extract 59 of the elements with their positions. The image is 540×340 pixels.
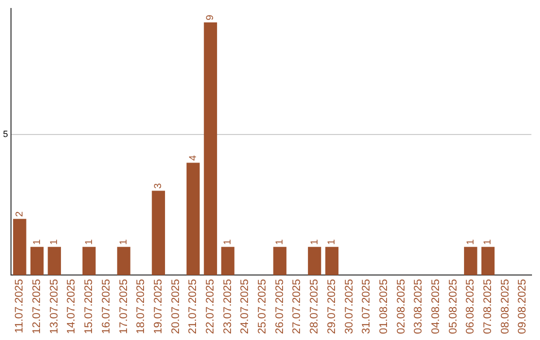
x-tick-label: 03.08.2025 bbox=[412, 278, 425, 334]
x-tick-label: 12.07.2025 bbox=[31, 278, 44, 334]
x-tick-label: 22.07.2025 bbox=[204, 278, 216, 334]
data-label: 1 bbox=[465, 238, 476, 245]
x-tick-label: 20.07.2025 bbox=[170, 278, 182, 334]
x-tick-label: 14.07.2025 bbox=[66, 278, 78, 334]
data-label: 1 bbox=[482, 238, 494, 245]
x-tick-label: 25.07.2025 bbox=[256, 278, 269, 334]
x-tick-label: 15.07.2025 bbox=[83, 278, 96, 334]
x-tick-label: 02.08.2025 bbox=[395, 278, 408, 334]
bar bbox=[13, 218, 26, 275]
data-label: 1 bbox=[49, 238, 60, 245]
bar bbox=[30, 246, 44, 275]
x-tick-label: 21.07.2025 bbox=[187, 278, 200, 334]
data-label: 2 bbox=[14, 210, 26, 217]
x-tick-label: 18.07.2025 bbox=[135, 278, 148, 334]
y-tick-label: 5 bbox=[2, 129, 8, 140]
data-label: 1 bbox=[274, 238, 286, 245]
bar bbox=[186, 162, 200, 275]
data-label: 3 bbox=[153, 182, 164, 189]
bar bbox=[152, 190, 166, 275]
x-tick-label: 31.07.2025 bbox=[360, 278, 373, 334]
bar bbox=[117, 246, 130, 275]
data-label: 1 bbox=[326, 238, 338, 245]
data-label: 1 bbox=[32, 238, 43, 245]
x-tick-label: 01.08.2025 bbox=[378, 278, 390, 334]
x-tick-label: 19.07.2025 bbox=[152, 278, 164, 334]
data-label: 9 bbox=[205, 14, 216, 20]
x-tick-label: 24.07.2025 bbox=[239, 278, 252, 334]
data-label: 1 bbox=[84, 238, 95, 245]
bar bbox=[481, 246, 495, 275]
x-tick-label: 11.07.2025 bbox=[14, 278, 26, 334]
x-tick-label: 05.08.2025 bbox=[447, 278, 460, 334]
x-tick-label: 06.08.2025 bbox=[464, 278, 477, 334]
bar bbox=[204, 22, 218, 275]
data-label: 1 bbox=[222, 238, 234, 245]
x-tick-label: 26.07.2025 bbox=[274, 278, 286, 334]
x-tick-label: 17.07.2025 bbox=[118, 278, 130, 334]
x-tick-label: 27.07.2025 bbox=[291, 278, 304, 334]
x-tick-label: 28.07.2025 bbox=[308, 278, 321, 334]
x-tick-label: 23.07.2025 bbox=[222, 278, 234, 334]
x-tick-label: 29.07.2025 bbox=[326, 278, 338, 334]
x-tick-label: 07.08.2025 bbox=[482, 278, 494, 334]
x-tick-label: 30.07.2025 bbox=[343, 278, 356, 334]
bar bbox=[82, 246, 96, 275]
x-tick-label: 04.08.2025 bbox=[430, 278, 442, 334]
bar bbox=[48, 246, 61, 275]
data-label: 4 bbox=[188, 154, 199, 161]
bar bbox=[464, 246, 478, 275]
x-tick-label: 13.07.2025 bbox=[48, 278, 60, 334]
x-tick-label: 09.08.2025 bbox=[516, 278, 529, 334]
x-tick-label: 08.08.2025 bbox=[499, 278, 512, 334]
data-label: 1 bbox=[118, 238, 130, 245]
data-label: 1 bbox=[309, 238, 320, 245]
bar bbox=[273, 246, 286, 275]
bar bbox=[308, 246, 322, 275]
bar bbox=[325, 246, 338, 275]
x-tick-label: 16.07.2025 bbox=[100, 278, 112, 334]
bar bbox=[221, 246, 234, 275]
